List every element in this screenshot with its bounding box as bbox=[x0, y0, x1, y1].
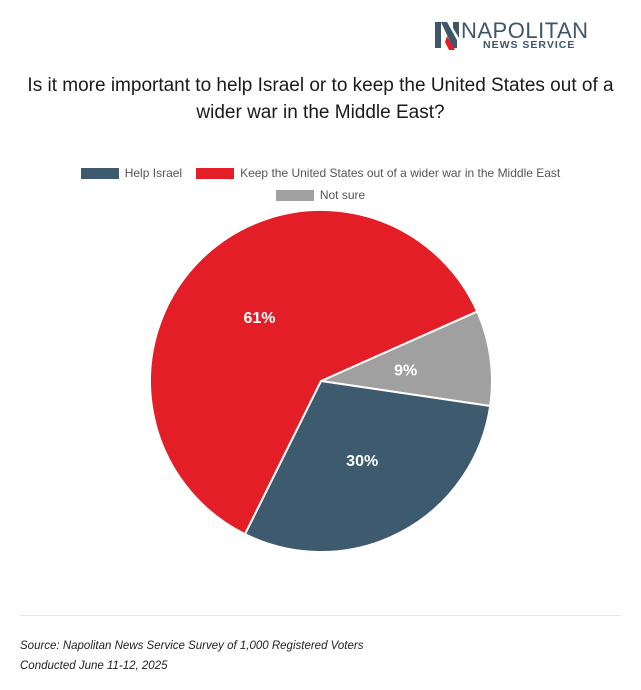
pie-slice-help-israel[interactable] bbox=[243, 379, 492, 553]
legend-item-help-israel[interactable]: Help Israel bbox=[80, 166, 183, 180]
conducted-note: Conducted June 11-12, 2025 bbox=[20, 660, 168, 672]
slice-label-not-sure: 9% bbox=[394, 362, 417, 379]
legend-swatch bbox=[80, 167, 119, 179]
legend-swatch bbox=[196, 167, 235, 179]
footer-divider bbox=[20, 615, 621, 616]
slice-label-help-israel: 30% bbox=[346, 453, 378, 470]
chart-footer: Source: Napolitan News Service Survey of… bbox=[20, 636, 363, 676]
legend-label: Not sure bbox=[319, 188, 366, 202]
legend-label: Help Israel bbox=[124, 166, 183, 180]
legend-swatch bbox=[275, 189, 314, 201]
logo-name: NAPOLITAN bbox=[461, 18, 589, 43]
slice-label-keep-us-out: 61% bbox=[243, 310, 275, 327]
legend-label: Keep the United States out of a wider wa… bbox=[240, 166, 561, 180]
logo-subtitle: NEWS SERVICE bbox=[483, 39, 576, 51]
pie-slice-not-sure[interactable] bbox=[317, 310, 493, 408]
brand-logo: NAPOLITAN NEWS SERVICE bbox=[433, 18, 593, 58]
pie-slice-keep-us-out[interactable] bbox=[149, 209, 479, 536]
pie-chart: 9% 30% 61% bbox=[149, 209, 493, 553]
legend-item-keep-us-out[interactable]: Keep the United States out of a wider wa… bbox=[196, 166, 560, 180]
source-note: Source: Napolitan News Service Survey of… bbox=[20, 640, 364, 652]
napolitan-n-logo-icon bbox=[435, 22, 459, 50]
legend-item-not-sure[interactable]: Not sure bbox=[275, 188, 366, 202]
chart-title: Is it more important to help Israel or t… bbox=[27, 75, 614, 123]
chart-legend: Help Israel Keep the United States out o… bbox=[0, 162, 641, 206]
